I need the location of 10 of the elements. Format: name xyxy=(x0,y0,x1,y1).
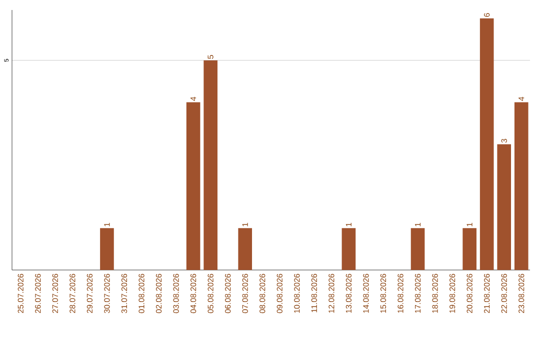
bar xyxy=(410,228,425,270)
bar xyxy=(100,228,114,270)
bar xyxy=(186,102,200,270)
bar xyxy=(480,18,494,270)
bar xyxy=(462,228,476,270)
bar xyxy=(342,228,356,270)
bar xyxy=(514,102,528,270)
bar xyxy=(497,144,512,270)
bar xyxy=(204,60,218,270)
bar xyxy=(238,228,252,270)
